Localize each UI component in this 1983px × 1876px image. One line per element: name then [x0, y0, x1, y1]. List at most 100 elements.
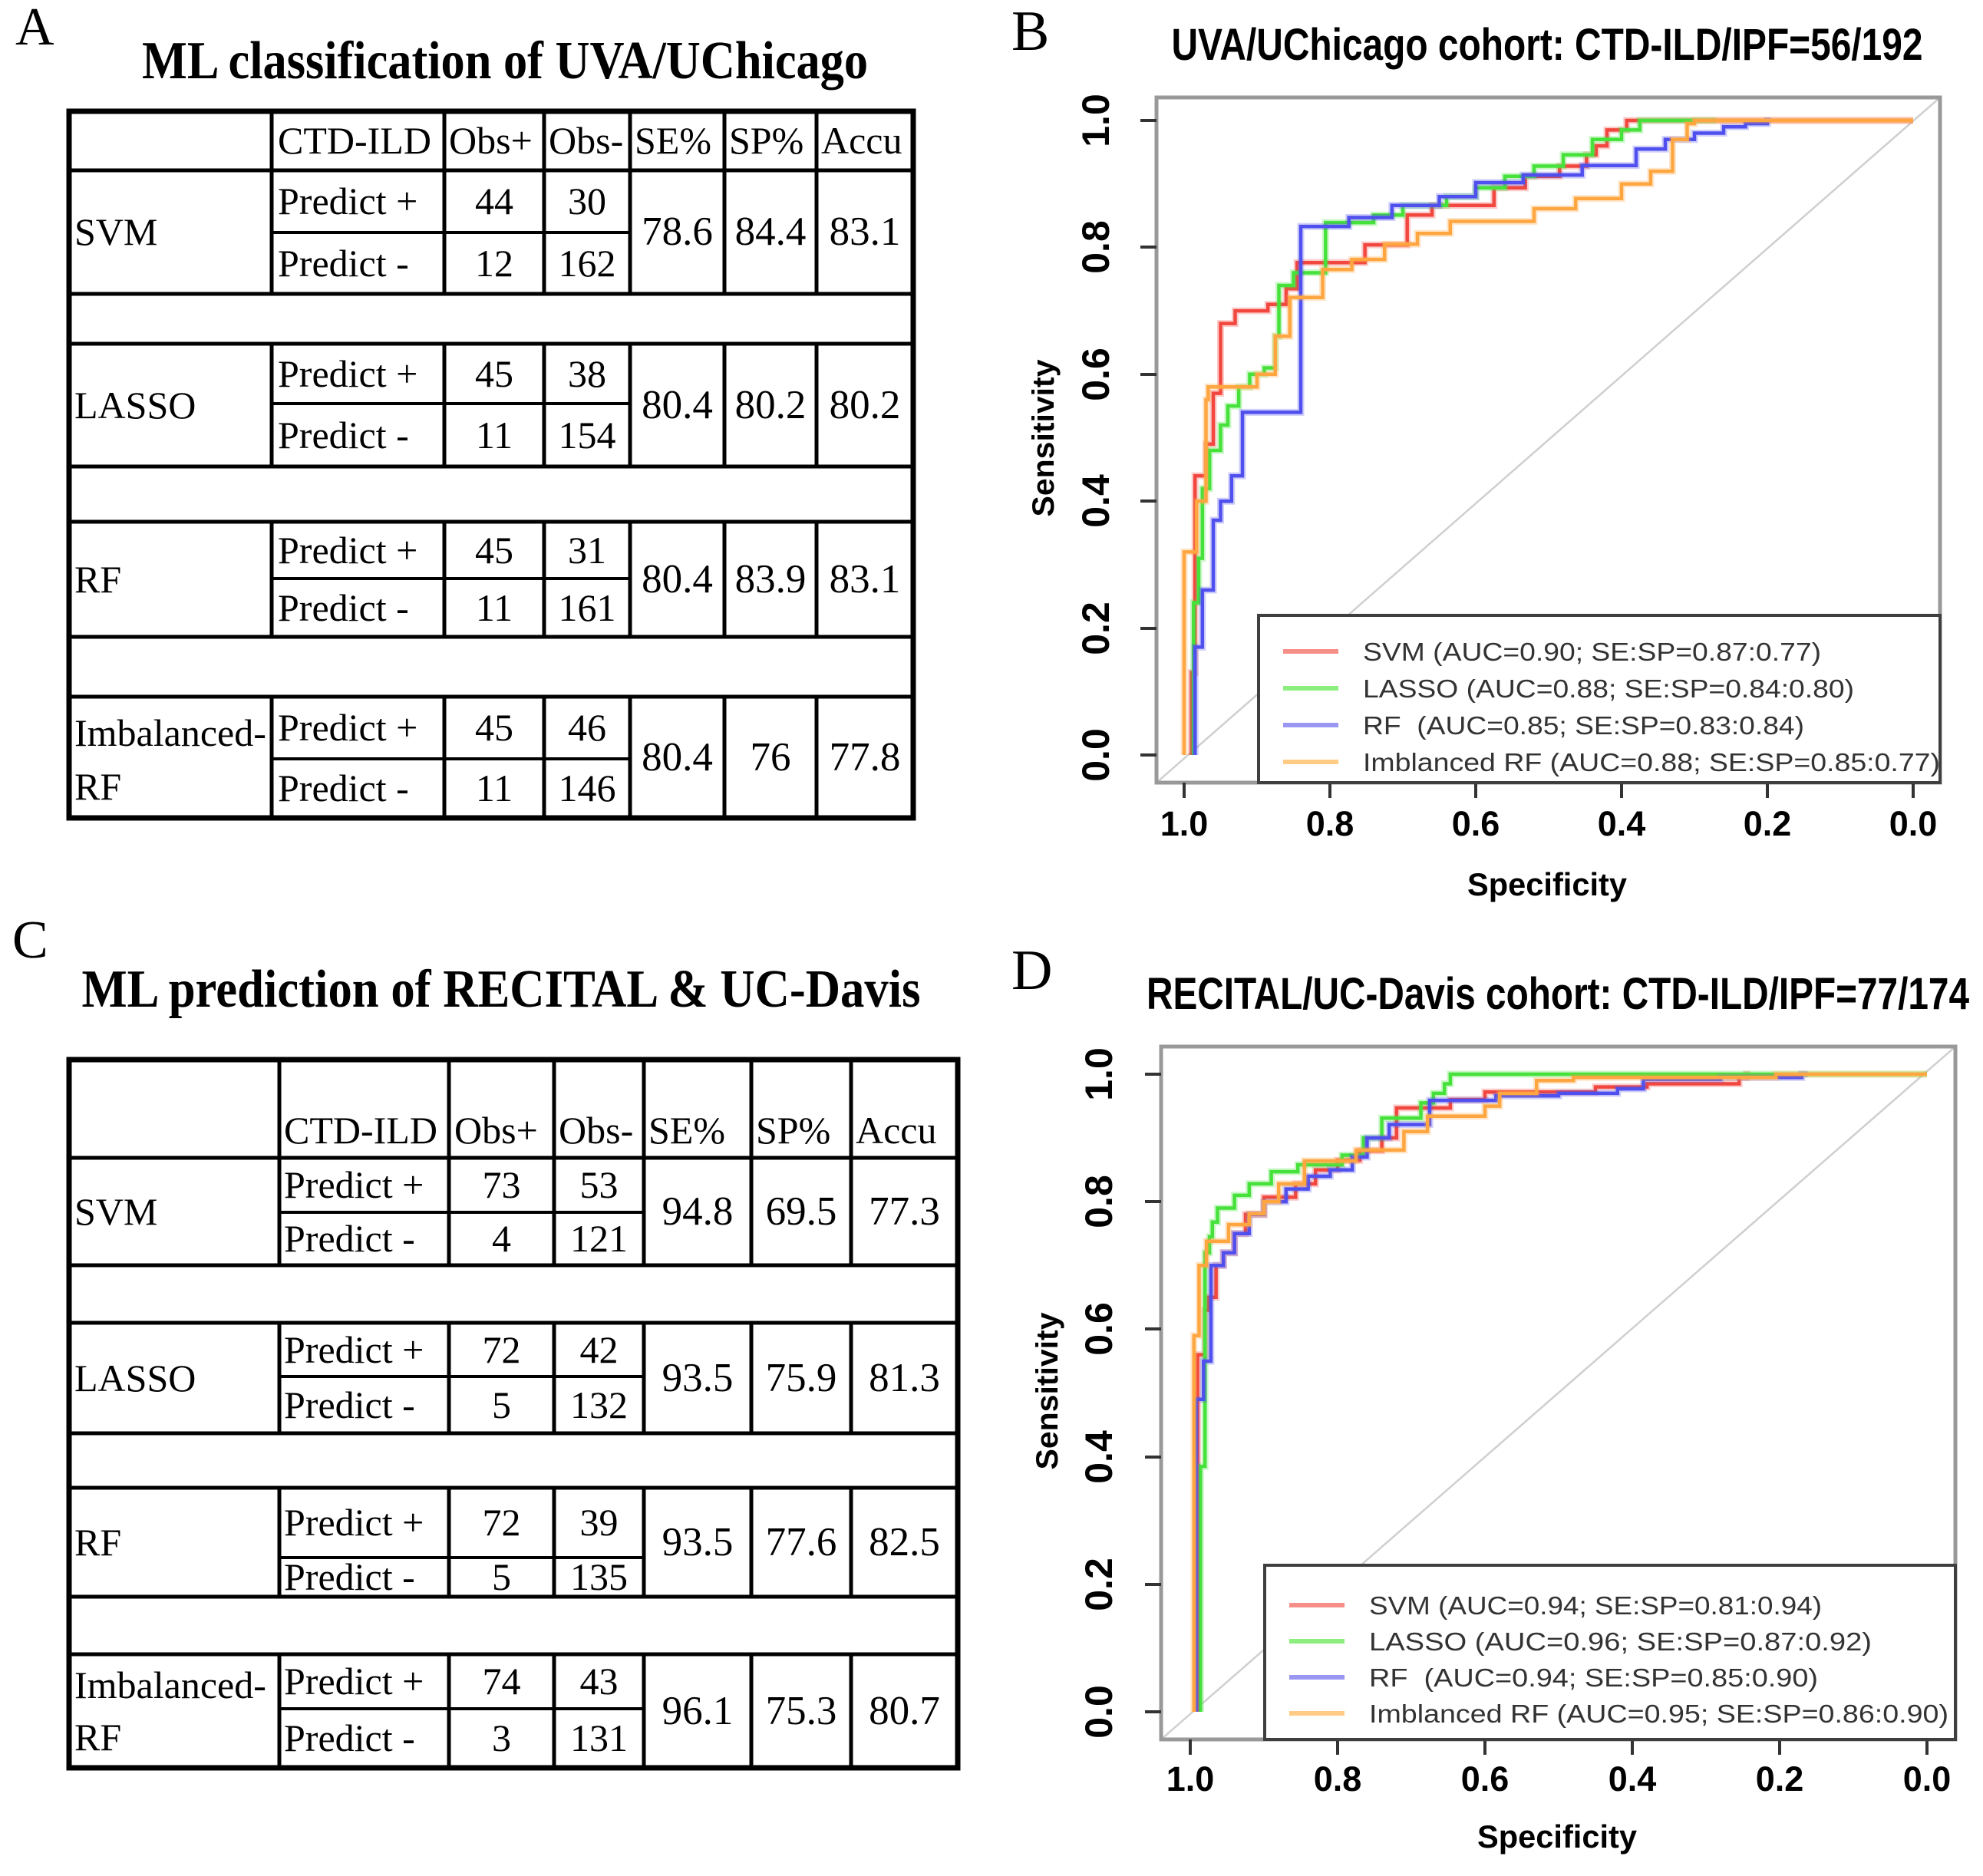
- svg-text:93.5: 93.5: [662, 1356, 734, 1400]
- svg-text:Accu: Accu: [856, 1109, 937, 1152]
- svg-text:0.2: 0.2: [1756, 1759, 1804, 1799]
- svg-text:RF (AUC=0.85; SE:SP=0.83:0.84: RF (AUC=0.85; SE:SP=0.83:0.84): [1363, 711, 1804, 740]
- svg-text:Predict -: Predict -: [278, 767, 409, 809]
- svg-text:3: 3: [492, 1716, 511, 1759]
- svg-text:0.2: 0.2: [1077, 1558, 1120, 1611]
- svg-text:Predict +: Predict +: [278, 180, 417, 223]
- svg-text:80.4: 80.4: [642, 557, 713, 602]
- svg-text:1.0: 1.0: [1074, 94, 1117, 147]
- svg-text:Imbalanced-: Imbalanced-: [74, 711, 266, 754]
- svg-text:1.0: 1.0: [1077, 1047, 1120, 1101]
- svg-text:82.5: 82.5: [869, 1520, 940, 1564]
- svg-text:0.6: 0.6: [1452, 804, 1500, 843]
- svg-text:0.6: 0.6: [1077, 1302, 1120, 1356]
- svg-text:80.7: 80.7: [869, 1689, 940, 1733]
- svg-text:53: 53: [580, 1163, 619, 1206]
- svg-text:SP%: SP%: [729, 119, 803, 162]
- svg-text:Obs-: Obs-: [559, 1109, 633, 1152]
- svg-text:LASSO (AUC=0.96; SE:SP=0.87:0.: LASSO (AUC=0.96; SE:SP=0.87:0.92): [1369, 1627, 1872, 1656]
- svg-text:78.6: 78.6: [642, 209, 713, 254]
- svg-text:30: 30: [568, 180, 606, 223]
- svg-text:SE%: SE%: [648, 1109, 725, 1152]
- svg-text:Predict -: Predict -: [284, 1555, 415, 1598]
- svg-text:0.8: 0.8: [1306, 804, 1354, 843]
- svg-text:0.0: 0.0: [1074, 728, 1117, 782]
- svg-text:154: 154: [559, 414, 616, 457]
- svg-text:Predict +: Predict +: [278, 529, 417, 572]
- svg-text:42: 42: [580, 1328, 619, 1371]
- svg-text:72: 72: [483, 1328, 521, 1371]
- svg-text:44: 44: [475, 180, 513, 223]
- svg-text:SVM (AUC=0.90; SE:SP=0.87:0.77: SVM (AUC=0.90; SE:SP=0.87:0.77): [1363, 638, 1821, 666]
- svg-text:94.8: 94.8: [662, 1189, 734, 1234]
- svg-text:Specificity: Specificity: [1467, 866, 1628, 902]
- svg-text:0.8: 0.8: [1077, 1175, 1120, 1228]
- svg-text:ML classification of UVA/UChic: ML classification of UVA/UChicago: [142, 31, 868, 91]
- svg-text:A: A: [15, 0, 54, 57]
- svg-text:76: 76: [751, 735, 791, 780]
- svg-text:0.6: 0.6: [1074, 348, 1117, 401]
- svg-text:121: 121: [570, 1217, 628, 1260]
- svg-text:Predict -: Predict -: [284, 1217, 415, 1260]
- svg-text:80.2: 80.2: [830, 383, 901, 427]
- svg-text:0.4: 0.4: [1598, 804, 1646, 843]
- svg-text:93.5: 93.5: [662, 1520, 734, 1564]
- svg-text:77.3: 77.3: [869, 1189, 940, 1234]
- svg-text:LASSO: LASSO: [74, 1357, 196, 1400]
- svg-text:12: 12: [475, 242, 513, 285]
- svg-text:83.9: 83.9: [735, 557, 807, 602]
- svg-text:Obs+: Obs+: [454, 1109, 538, 1152]
- svg-text:Predict -: Predict -: [278, 242, 409, 285]
- svg-text:38: 38: [568, 352, 606, 395]
- svg-text:RF (AUC=0.94; SE:SP=0.85:0.90: RF (AUC=0.94; SE:SP=0.85:0.90): [1369, 1663, 1818, 1692]
- svg-text:162: 162: [559, 242, 616, 285]
- svg-text:0.2: 0.2: [1744, 804, 1792, 843]
- svg-text:0.6: 0.6: [1461, 1759, 1510, 1799]
- svg-text:4: 4: [492, 1217, 511, 1260]
- svg-text:Obs-: Obs-: [549, 119, 623, 162]
- svg-text:0.0: 0.0: [1889, 804, 1938, 843]
- svg-text:146: 146: [559, 767, 616, 809]
- svg-text:Predict +: Predict +: [284, 1163, 424, 1206]
- svg-text:77.6: 77.6: [766, 1520, 837, 1564]
- svg-text:RF: RF: [74, 1716, 121, 1759]
- svg-text:RF: RF: [74, 558, 121, 601]
- svg-text:SVM: SVM: [74, 210, 157, 253]
- svg-text:69.5: 69.5: [766, 1189, 837, 1234]
- svg-text:0.4: 0.4: [1077, 1430, 1120, 1484]
- svg-text:Predict -: Predict -: [278, 414, 409, 457]
- svg-text:84.4: 84.4: [735, 209, 807, 254]
- svg-text:Imbalanced-: Imbalanced-: [74, 1663, 266, 1706]
- svg-text:ML prediction of RECITAL & UC-: ML prediction of RECITAL & UC-Davis: [82, 960, 921, 1019]
- svg-text:D: D: [1011, 939, 1052, 1002]
- svg-text:RF: RF: [74, 1521, 121, 1564]
- svg-text:72: 72: [483, 1501, 521, 1544]
- svg-text:C: C: [12, 911, 48, 970]
- svg-text:80.4: 80.4: [642, 735, 713, 780]
- svg-text:0.4: 0.4: [1609, 1759, 1657, 1799]
- svg-text:83.1: 83.1: [830, 209, 901, 254]
- svg-text:RECITAL/UC-Davis cohort: CTD-I: RECITAL/UC-Davis cohort: CTD-ILD/IPF=77/…: [1147, 969, 1969, 1019]
- svg-text:81.3: 81.3: [869, 1356, 940, 1400]
- svg-text:131: 131: [570, 1716, 628, 1759]
- svg-text:Predict -: Predict -: [284, 1716, 415, 1759]
- svg-text:SVM (AUC=0.94; SE:SP=0.81:0.94: SVM (AUC=0.94; SE:SP=0.81:0.94): [1369, 1591, 1822, 1620]
- svg-text:Specificity: Specificity: [1477, 1818, 1638, 1855]
- svg-text:0.4: 0.4: [1074, 474, 1117, 528]
- svg-text:Imblanced RF (AUC=0.88; SE:SP=: Imblanced RF (AUC=0.88; SE:SP=0.85:0.77): [1363, 748, 1940, 776]
- svg-text:75.9: 75.9: [766, 1356, 837, 1400]
- svg-text:1.0: 1.0: [1166, 1759, 1215, 1799]
- svg-text:80.4: 80.4: [642, 383, 713, 427]
- svg-text:77.8: 77.8: [830, 735, 901, 780]
- svg-text:Predict +: Predict +: [284, 1660, 424, 1703]
- svg-text:11: 11: [476, 586, 513, 629]
- svg-text:Accu: Accu: [821, 119, 902, 162]
- svg-text:1.0: 1.0: [1160, 804, 1209, 843]
- svg-text:75.3: 75.3: [766, 1689, 837, 1733]
- svg-text:45: 45: [475, 706, 513, 749]
- svg-text:161: 161: [559, 586, 616, 629]
- svg-text:45: 45: [475, 352, 513, 395]
- svg-text:11: 11: [476, 767, 513, 809]
- svg-text:RF: RF: [74, 765, 121, 808]
- svg-text:CTD-ILD: CTD-ILD: [284, 1109, 437, 1152]
